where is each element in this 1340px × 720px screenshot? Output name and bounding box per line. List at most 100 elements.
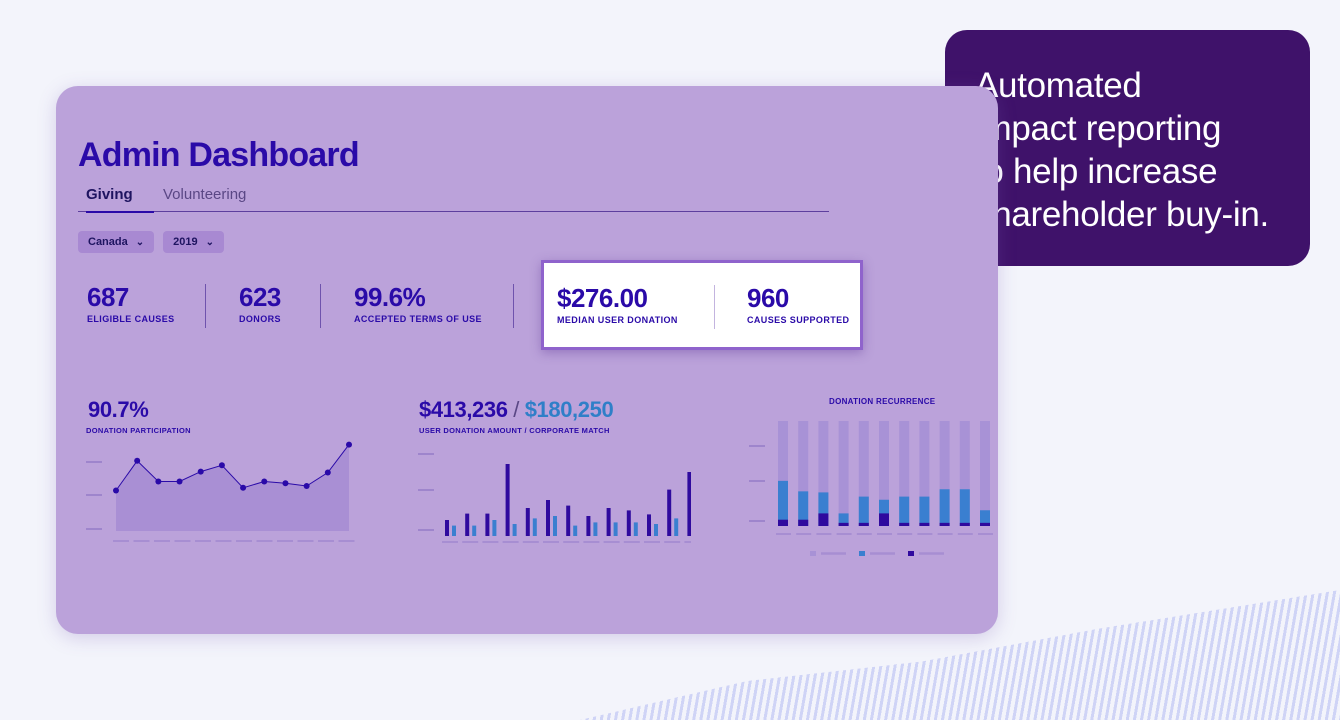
stat-value: 623: [239, 282, 281, 312]
donation-bar: [566, 505, 571, 536]
recurrence-bar-recurring: [919, 496, 930, 526]
donation-bar: [525, 508, 530, 536]
data-point: [324, 469, 331, 476]
recurrence-bar-onetime: [818, 513, 829, 526]
recurrence-bar-onetime: [959, 522, 970, 526]
stat-value: 99.6%: [354, 282, 426, 312]
recurrence-bar-recurring: [980, 510, 990, 526]
tab-giving[interactable]: Giving: [86, 186, 154, 213]
recurrence-bar-recurring: [778, 480, 788, 526]
stat-label: ELIGIBLE CAUSES: [87, 314, 175, 324]
donation-chart-subtitle: USER DONATION AMOUNT / CORPORATE MATCH: [419, 426, 610, 435]
donation-chart-title: $413,236 / $180,250: [419, 397, 614, 423]
recurrence-chart-title: DONATION RECURRENCE: [829, 397, 936, 406]
legend-swatch: [810, 551, 816, 556]
page-title: Admin Dashboard: [78, 136, 360, 174]
match-bar: [452, 525, 456, 536]
year-select-value: 2019: [173, 236, 198, 248]
match-bar: [553, 516, 557, 536]
donation-bar: [606, 508, 611, 536]
stat-value: 687: [87, 282, 129, 312]
donation-bar: [485, 513, 490, 536]
data-point: [197, 468, 204, 475]
participation-area-chart: [86, 441, 355, 542]
match-bar: [492, 520, 497, 536]
participation-line: [115, 444, 350, 491]
divider: [205, 284, 206, 328]
recurrence-bar-onetime: [980, 522, 990, 526]
donation-bar: [667, 489, 672, 536]
participation-chart-subtitle: DONATION PARTICIPATION: [86, 426, 191, 435]
stat-causes-supported: 960 CAUSES SUPPORTED: [747, 283, 849, 325]
stat-label: MEDIAN USER DONATION: [557, 315, 678, 325]
legend-swatch: [908, 551, 914, 556]
recurrence-bar-onetime: [858, 522, 869, 526]
legend-swatch: [859, 551, 865, 556]
match-bar: [573, 525, 578, 536]
match-bar: [633, 522, 638, 536]
stat-value: $276.00: [557, 283, 648, 313]
participation-area: [116, 444, 349, 531]
promo-callout: Automated impact reporting to help incre…: [945, 30, 1310, 266]
recurrence-bar-recurring: [798, 491, 809, 526]
donation-bar: [626, 510, 631, 536]
data-point: [134, 457, 141, 464]
recurrence-bar-bg: [899, 421, 910, 526]
recurrence-bar-recurring: [899, 496, 910, 526]
recurrence-bar-onetime: [798, 519, 809, 526]
recurrence-bar-recurring: [939, 489, 950, 526]
match-bar: [472, 525, 477, 536]
donation-bar: [647, 514, 651, 536]
country-select-value: Canada: [88, 236, 128, 248]
tab-volunteering[interactable]: Volunteering: [163, 186, 247, 203]
recurrence-bar-bg: [879, 421, 889, 526]
donation-bar: [586, 516, 591, 536]
stat-eligible-causes: 687 ELIGIBLE CAUSES: [87, 282, 175, 324]
data-point: [155, 478, 162, 485]
recurrence-bar-onetime: [939, 522, 950, 526]
recurrence-bar-onetime: [899, 522, 910, 526]
callout-line: to help increase: [975, 152, 1218, 191]
recurrence-bar-onetime: [879, 513, 889, 526]
divider: [714, 285, 715, 329]
divider: [513, 284, 514, 328]
participation-chart-title: 90.7%: [88, 397, 149, 422]
data-point: [113, 487, 119, 494]
recurrence-bar-bg: [980, 421, 990, 526]
tab-bar: Giving Volunteering: [78, 184, 829, 213]
recurrence-bar-recurring: [838, 513, 849, 526]
title-separator: /: [513, 397, 519, 422]
match-bar: [674, 518, 679, 536]
stat-accepted-terms: 99.6% ACCEPTED TERMS OF USE: [354, 282, 482, 324]
chevron-down-icon: ⌄: [205, 236, 215, 248]
donation-bar: [445, 520, 449, 536]
donation-bar-chart: [418, 453, 691, 543]
recurrence-bar-bg: [778, 421, 788, 526]
recurrence-bar-recurring: [879, 499, 889, 526]
recurrence-bar-recurring: [858, 496, 869, 526]
year-select[interactable]: 2019 ⌄: [163, 231, 225, 253]
donation-amount-value: $413,236: [419, 397, 508, 422]
stat-donors: 623 DONORS: [239, 282, 281, 324]
stat-label: DONORS: [239, 314, 281, 324]
donation-bar: [546, 500, 550, 536]
stat-median-donation: $276.00 MEDIAN USER DONATION: [557, 283, 678, 325]
recurrence-bar-bg: [838, 421, 849, 526]
data-point: [261, 478, 268, 485]
callout-line: shareholder buy-in.: [975, 195, 1269, 234]
match-bar: [512, 524, 517, 536]
filter-bar: Canada ⌄ 2019 ⌄: [78, 231, 225, 253]
recurrence-bar-onetime: [778, 519, 788, 526]
country-select[interactable]: Canada ⌄: [78, 231, 155, 253]
divider: [320, 284, 321, 328]
data-point: [303, 483, 310, 489]
data-point: [346, 441, 352, 448]
recurrence-bar-bg: [939, 421, 950, 526]
callout-line: impact reporting: [975, 109, 1222, 148]
match-bar: [613, 522, 618, 536]
data-point: [240, 484, 247, 491]
recurrence-bar-recurring: [818, 492, 829, 526]
match-bar: [654, 524, 658, 536]
recurrence-bar-bg: [858, 421, 869, 526]
recurrence-bar-bg: [919, 421, 930, 526]
